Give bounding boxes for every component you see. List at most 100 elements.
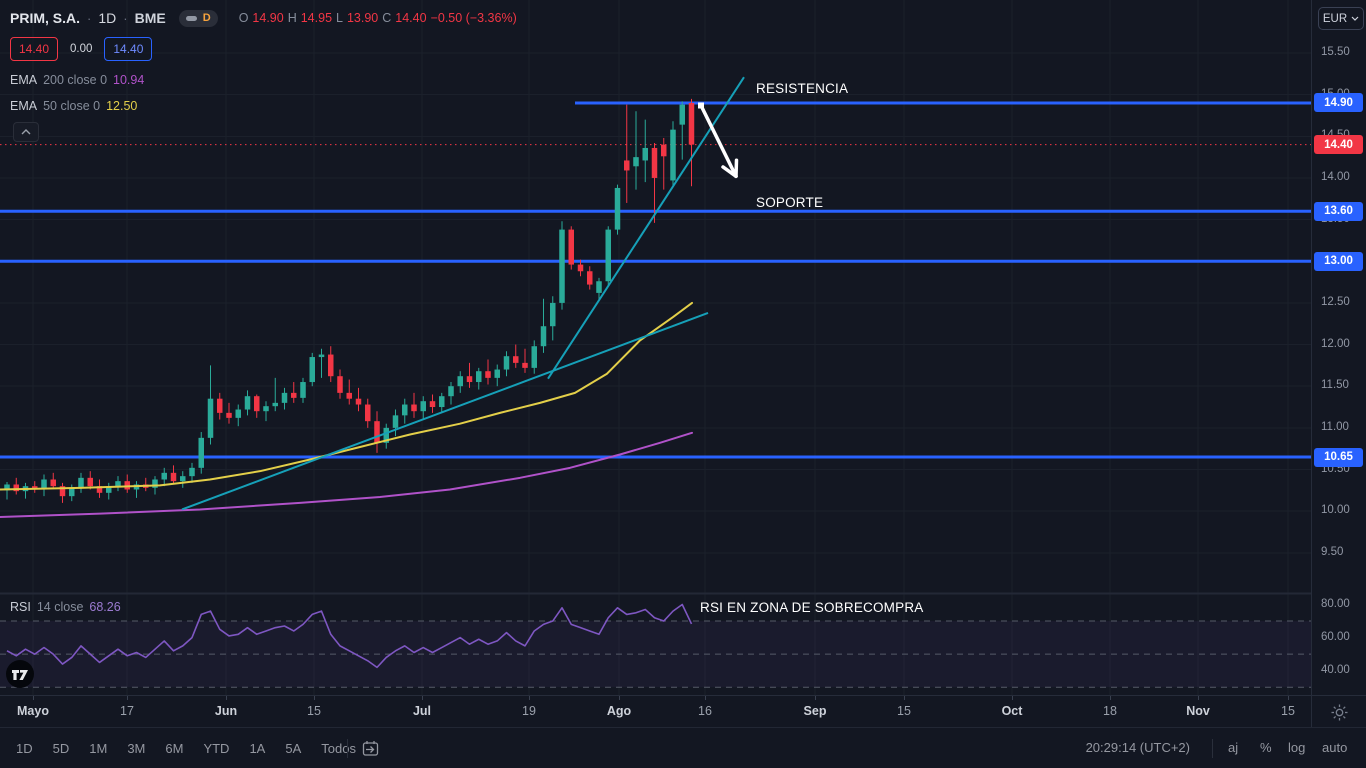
time-tick-label[interactable]: 16: [698, 704, 712, 718]
indicator-value: 12.50: [106, 99, 138, 113]
time-tick-label[interactable]: Jul: [412, 704, 432, 718]
moving-averages: [0, 301, 693, 518]
time-tick-mark: [1110, 696, 1111, 700]
log-scale-button[interactable]: log: [1288, 740, 1306, 755]
resistencia-label[interactable]: RESISTENCIA: [756, 81, 849, 96]
time-tick-label[interactable]: 19: [522, 704, 536, 718]
price-level-badge[interactable]: 10.65: [1314, 447, 1363, 467]
range-1m[interactable]: 1M: [89, 741, 108, 756]
time-tick-mark: [127, 696, 128, 700]
range-ytd[interactable]: YTD: [203, 741, 230, 756]
toolbar-divider: [1212, 739, 1213, 758]
time-tick-mark: [815, 696, 816, 700]
price-tick-label: 10.00: [1321, 504, 1350, 517]
calendar-go-to-icon: [362, 741, 379, 756]
horizontal-levels: [0, 101, 1311, 459]
rsi-note-label[interactable]: RSI EN ZONA DE SOBRECOMPRA: [700, 600, 924, 615]
go-to-date-button[interactable]: [362, 740, 379, 762]
time-tick-mark: [422, 696, 423, 700]
time-tick-mark: [226, 696, 227, 700]
time-tick-mark: [314, 696, 315, 700]
high-value: 14.95: [300, 11, 333, 25]
time-tick-label[interactable]: 17: [120, 704, 134, 718]
price-tick-label: 11.00: [1321, 420, 1349, 433]
time-tick-label[interactable]: Jun: [214, 704, 238, 718]
currency-button[interactable]: EUR: [1318, 7, 1364, 30]
change-value: −0.50 (−3.36%): [430, 11, 517, 25]
soporte-label[interactable]: SOPORTE: [756, 195, 824, 210]
low-value: 13.90: [346, 11, 379, 25]
price-axis[interactable]: EUR 15.5015.0014.5014.0013.5013.0012.501…: [1311, 0, 1366, 695]
rsi-tick-label: 60.00: [1321, 630, 1350, 643]
time-tick-label[interactable]: Ago: [606, 704, 632, 718]
time-tick-label[interactable]: Oct: [1001, 704, 1023, 718]
range-3m[interactable]: 3M: [127, 741, 146, 756]
price-level-badge[interactable]: 14.40: [1314, 135, 1363, 155]
price-tick-label: 14.00: [1321, 170, 1350, 183]
range-todos[interactable]: Todos: [321, 741, 356, 756]
daily-interval-badge: D: [202, 12, 211, 24]
time-tick-label[interactable]: Sep: [803, 704, 827, 718]
time-axis[interactable]: Mayo 17 Jun 15 Jul 19 Ago 16 Sep 15 Oct 18 Nov 15: [0, 695, 1366, 728]
time-tick-mark: [1012, 696, 1013, 700]
price-tick-label: 15.50: [1321, 46, 1350, 58]
trendlines: [181, 76, 745, 511]
chevron-down-icon: [1351, 16, 1359, 21]
price-tick-label: 9.50: [1321, 545, 1344, 558]
separator-dot: ·: [123, 10, 128, 26]
auto-scale-button[interactable]: auto: [1322, 740, 1348, 755]
time-tick-label[interactable]: 18: [1103, 704, 1117, 718]
exchange-label[interactable]: BME: [134, 10, 166, 26]
interval-toggle[interactable]: D: [178, 9, 218, 27]
range-1d[interactable]: 1D: [16, 741, 33, 756]
indicator-params: 14 close: [36, 600, 84, 614]
aj-scale-button[interactable]: aj: [1228, 740, 1239, 755]
time-tick-label[interactable]: Mayo: [17, 704, 49, 718]
indicator-name: EMA: [10, 73, 38, 87]
high-label: H: [287, 11, 297, 25]
axis-settings-corner[interactable]: [1311, 696, 1366, 728]
range-6m[interactable]: 6M: [165, 741, 184, 756]
rsi-tick-label: 80.00: [1321, 597, 1350, 610]
time-tick-label[interactable]: 15: [897, 704, 911, 718]
ema-200-row[interactable]: EMA 200 close 0 10.94: [10, 71, 144, 89]
time-tick-mark: [619, 696, 620, 700]
buy-button[interactable]: 14.40: [104, 37, 153, 61]
ema-50-row[interactable]: EMA 50 close 0 12.50: [10, 97, 137, 115]
separator-dot: ·: [87, 10, 92, 26]
price-level-badge[interactable]: 13.00: [1314, 251, 1363, 271]
indicator-name: EMA: [10, 99, 38, 113]
time-tick-mark: [529, 696, 530, 700]
%-scale-button[interactable]: %: [1260, 740, 1272, 755]
candles: [4, 98, 695, 503]
time-tick-label[interactable]: 15: [307, 704, 321, 718]
indicator-value: 10.94: [113, 73, 145, 87]
price-tick-label: 12.00: [1321, 337, 1350, 350]
range-5a[interactable]: 5A: [285, 741, 302, 756]
symbol-title[interactable]: PRIM, S.A.: [10, 10, 81, 26]
collapse-indicators-button[interactable]: [13, 122, 39, 142]
close-value: 14.40: [395, 11, 427, 25]
time-tick-label[interactable]: Nov: [1186, 704, 1210, 718]
sun-gear-icon: [1331, 704, 1348, 720]
open-value: 14.90: [252, 11, 284, 25]
close-label: C: [382, 11, 392, 25]
tradingview-logo-icon: [12, 670, 28, 680]
time-tick-label[interactable]: 15: [1281, 704, 1295, 718]
range-5d[interactable]: 5D: [52, 741, 70, 756]
interval-label[interactable]: 1D: [98, 10, 117, 26]
indicator-params: 200 close 0: [43, 73, 108, 87]
chevron-up-icon: [21, 129, 31, 135]
price-level-badge[interactable]: 13.60: [1314, 201, 1363, 221]
time-tick-mark: [705, 696, 706, 700]
bottom-toolbar: 1D 5D 1M 3M 6M YTD 1A 5A Todos 20:29:14 (UTC+2) …: [0, 727, 1366, 768]
clock[interactable]: 20:29:14 (UTC+2): [1085, 740, 1190, 755]
time-tick-mark: [904, 696, 905, 700]
date-range-switcher: 1D 5D 1M 3M 6M YTD 1A 5A Todos: [16, 728, 356, 768]
chart-canvas[interactable]: [0, 0, 1311, 695]
price-level-badge[interactable]: 14.90: [1314, 93, 1363, 113]
rsi-indicator-row[interactable]: RSI 14 close 68.26: [10, 600, 121, 614]
sell-button[interactable]: 14.40: [10, 37, 58, 61]
time-tick-mark: [1288, 696, 1289, 700]
range-1a[interactable]: 1A: [249, 741, 266, 756]
